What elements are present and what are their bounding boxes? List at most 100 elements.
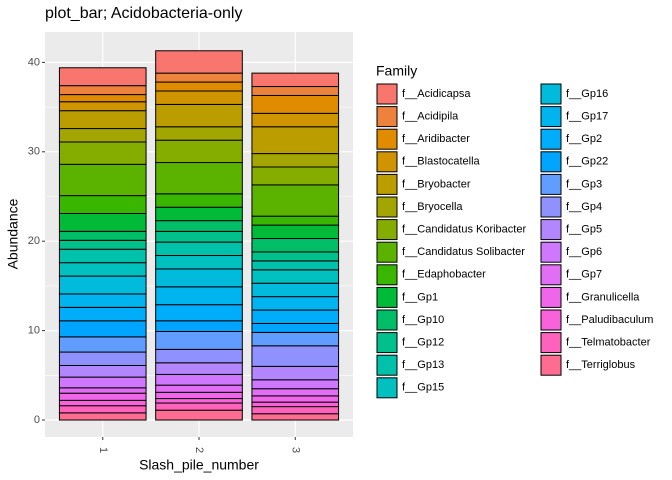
- bar-segment: [58, 67, 147, 87]
- bar-segment: [251, 153, 340, 168]
- bar-segment: [58, 195, 147, 214]
- bar-segment: [58, 262, 147, 277]
- legend-key: [376, 264, 398, 286]
- bar-segment: [251, 238, 340, 253]
- bar-segment: [58, 239, 147, 250]
- legend-key: [540, 151, 562, 173]
- legend-label: f__Bryobacter: [402, 178, 471, 190]
- bar-segment: [155, 206, 243, 222]
- bar-segment: [58, 110, 147, 130]
- legend-key: [376, 219, 398, 241]
- legend-key: [376, 173, 398, 195]
- bar-segment: [58, 364, 147, 378]
- bar-segment: [251, 379, 340, 390]
- bar-segment: [58, 387, 147, 394]
- bar-segment: [155, 162, 243, 195]
- legend-label: f__Granulicella: [566, 291, 640, 303]
- legend-label: f__Gp10: [402, 314, 444, 326]
- x-tick-label: 2: [193, 447, 205, 453]
- bar-segment: [58, 128, 147, 143]
- bar-segment: [251, 413, 340, 421]
- bar-segment: [155, 255, 243, 270]
- bar-segment: [58, 399, 147, 407]
- x-tick-label: 1: [97, 447, 109, 453]
- legend-key: [540, 173, 562, 195]
- y-tick-label: 20: [28, 235, 40, 247]
- bar-segment: [155, 81, 243, 92]
- bar-segment: [251, 251, 340, 262]
- legend-key: [540, 354, 562, 376]
- bar-segment: [251, 309, 340, 324]
- bar-segment: [58, 376, 147, 389]
- legend-label: f__Gp13: [402, 359, 444, 371]
- bar-segment: [251, 184, 340, 217]
- bar-segment: [58, 101, 147, 112]
- bar-segment: [251, 72, 340, 88]
- bar-segment: [58, 230, 147, 241]
- bar-segment: [251, 345, 340, 367]
- bar-segment: [251, 94, 340, 114]
- legend-key: [540, 241, 562, 263]
- bar-segment: [155, 320, 243, 333]
- bar-segment: [155, 230, 243, 243]
- legend-key: [376, 286, 398, 308]
- bar-segment: [251, 406, 340, 415]
- bar-segment: [251, 260, 340, 271]
- legend-key: [540, 128, 562, 150]
- bar-segment: [251, 282, 340, 298]
- legend-key: [540, 219, 562, 241]
- legend-key: [540, 83, 562, 105]
- bar-segment: [155, 268, 243, 288]
- bar-segment: [251, 126, 340, 155]
- bar-segment: [58, 336, 147, 353]
- legend-label: f__Candidatus Koribacter: [402, 224, 526, 236]
- legend-key: [376, 83, 398, 105]
- legend-label: f__Blastocatella: [402, 156, 481, 168]
- legend-label: f__Gp17: [566, 111, 608, 123]
- bar-segment: [251, 322, 340, 333]
- legend-label: f__Telmatobacter: [566, 337, 651, 349]
- bar-segment: [155, 90, 243, 105]
- bar-segment: [155, 103, 243, 128]
- bar-segment: [155, 193, 243, 208]
- bar-segment: [155, 384, 243, 393]
- bar-segment: [58, 392, 147, 401]
- bar-segment: [58, 275, 147, 295]
- legend-label: f__Bryocella: [402, 201, 463, 213]
- bar-segment: [251, 365, 340, 381]
- legend-label: f__Gp7: [566, 269, 602, 281]
- legend-key: [540, 309, 562, 331]
- legend-label: f__Gp2: [566, 133, 602, 145]
- bar-segment: [251, 296, 340, 311]
- bar-segment: [251, 166, 340, 186]
- bar-segment: [58, 405, 147, 414]
- legend-key: [376, 309, 398, 331]
- legend-label: f__Gp1: [402, 291, 438, 303]
- bar-segment: [251, 331, 340, 347]
- legend-key: [540, 106, 562, 128]
- y-tick-label: 30: [28, 146, 40, 158]
- bar-segment: [58, 85, 147, 96]
- legend-key: [376, 354, 398, 376]
- bar-segment: [58, 94, 147, 103]
- legend-key: [376, 196, 398, 218]
- bar-segment: [155, 126, 243, 141]
- bar-segment: [58, 141, 147, 165]
- x-axis-title: Slash_pile_number: [139, 457, 259, 473]
- bar-segment: [251, 224, 340, 240]
- bar-segment: [58, 351, 147, 366]
- legend-label: f__Aridibacter: [402, 133, 470, 145]
- legend-key: [376, 106, 398, 128]
- bar-segment: [155, 398, 243, 404]
- bar-segment: [155, 72, 243, 83]
- bar-segment: [155, 402, 243, 411]
- legend-key: [376, 128, 398, 150]
- y-axis-title: Abundance: [5, 198, 21, 269]
- bar-segment: [155, 331, 243, 350]
- legend-label: f__Gp5: [566, 224, 602, 236]
- bar-segment: [251, 388, 340, 397]
- legend-key: [376, 377, 398, 399]
- x-tick-label: 3: [289, 447, 301, 453]
- bar-segment: [58, 320, 147, 338]
